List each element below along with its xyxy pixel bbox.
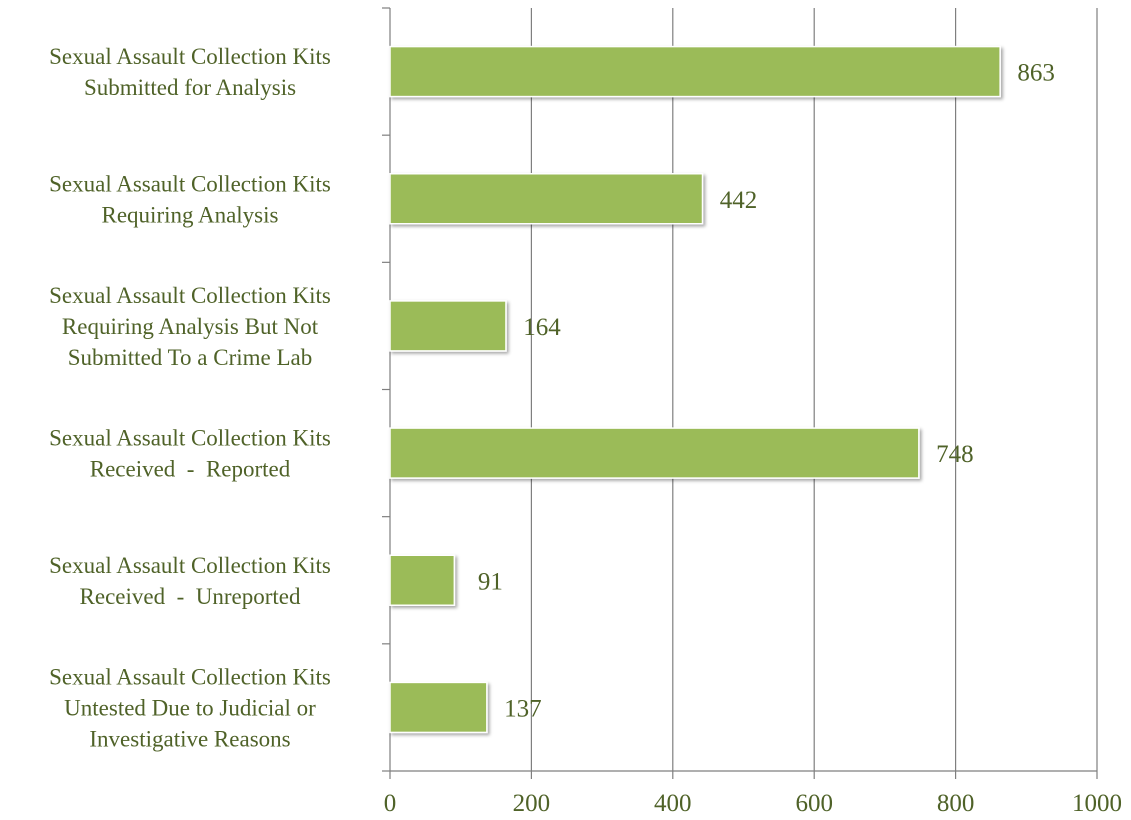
x-tick-label: 800 (937, 790, 975, 817)
category-label-line: Investigative Reasons (89, 726, 290, 751)
category-label-line: Sexual Assault Collection Kits (49, 171, 331, 196)
category-label: Sexual Assault Collection Kits Requiring … (49, 171, 331, 227)
x-tick-label: 1000 (1072, 790, 1122, 817)
bar (389, 173, 704, 225)
data-label: 442 (720, 187, 758, 214)
bar (389, 554, 456, 606)
category-label-line: Requiring Analysis But Not (62, 314, 319, 339)
x-tick-label: 600 (795, 790, 833, 817)
x-tick-label: 0 (384, 790, 397, 817)
category-label: Sexual Assault Collection Kits Submitted … (49, 44, 331, 100)
category-label-line: Received - Reported (90, 457, 291, 482)
category-label-line: Submitted for Analysis (84, 75, 296, 100)
bar (389, 427, 920, 479)
bars (389, 45, 1001, 734)
category-label-line: Sexual Assault Collection Kits (49, 44, 331, 69)
x-tick-label: 400 (654, 790, 692, 817)
bar (389, 45, 1001, 98)
bar (389, 681, 488, 734)
axes (382, 7, 1098, 779)
category-label-line: Sexual Assault Collection Kits (49, 553, 331, 578)
category-label-line: Untested Due to Judicial or (64, 695, 316, 720)
category-label-line: Received - Unreported (80, 584, 301, 609)
bar (389, 300, 507, 352)
labels: 0 200 400 600 800 1000 863 Sexual Assault Colle… (49, 44, 1122, 817)
category-label-line: Sexual Assault Collection Kits (49, 664, 331, 689)
data-label: 863 (1017, 60, 1055, 87)
category-label: Sexual Assault Collection Kits Received -… (49, 426, 331, 482)
data-label: 91 (478, 568, 503, 595)
category-label-line: Submitted To a Crime Lab (68, 345, 313, 370)
data-label: 164 (523, 314, 561, 341)
data-label: 748 (936, 441, 974, 468)
category-label: Sexual Assault Collection Kits Requiring … (49, 283, 331, 370)
gridlines (530, 8, 1098, 771)
x-tick-label: 200 (513, 790, 551, 817)
category-label: Sexual Assault Collection Kits Received -… (49, 553, 331, 609)
category-label: Sexual Assault Collection Kits Untested D… (49, 664, 331, 751)
category-label-line: Sexual Assault Collection Kits (49, 426, 331, 451)
category-label-line: Requiring Analysis (102, 202, 279, 227)
category-label-line: Sexual Assault Collection Kits (49, 283, 331, 308)
data-label: 137 (504, 695, 542, 722)
